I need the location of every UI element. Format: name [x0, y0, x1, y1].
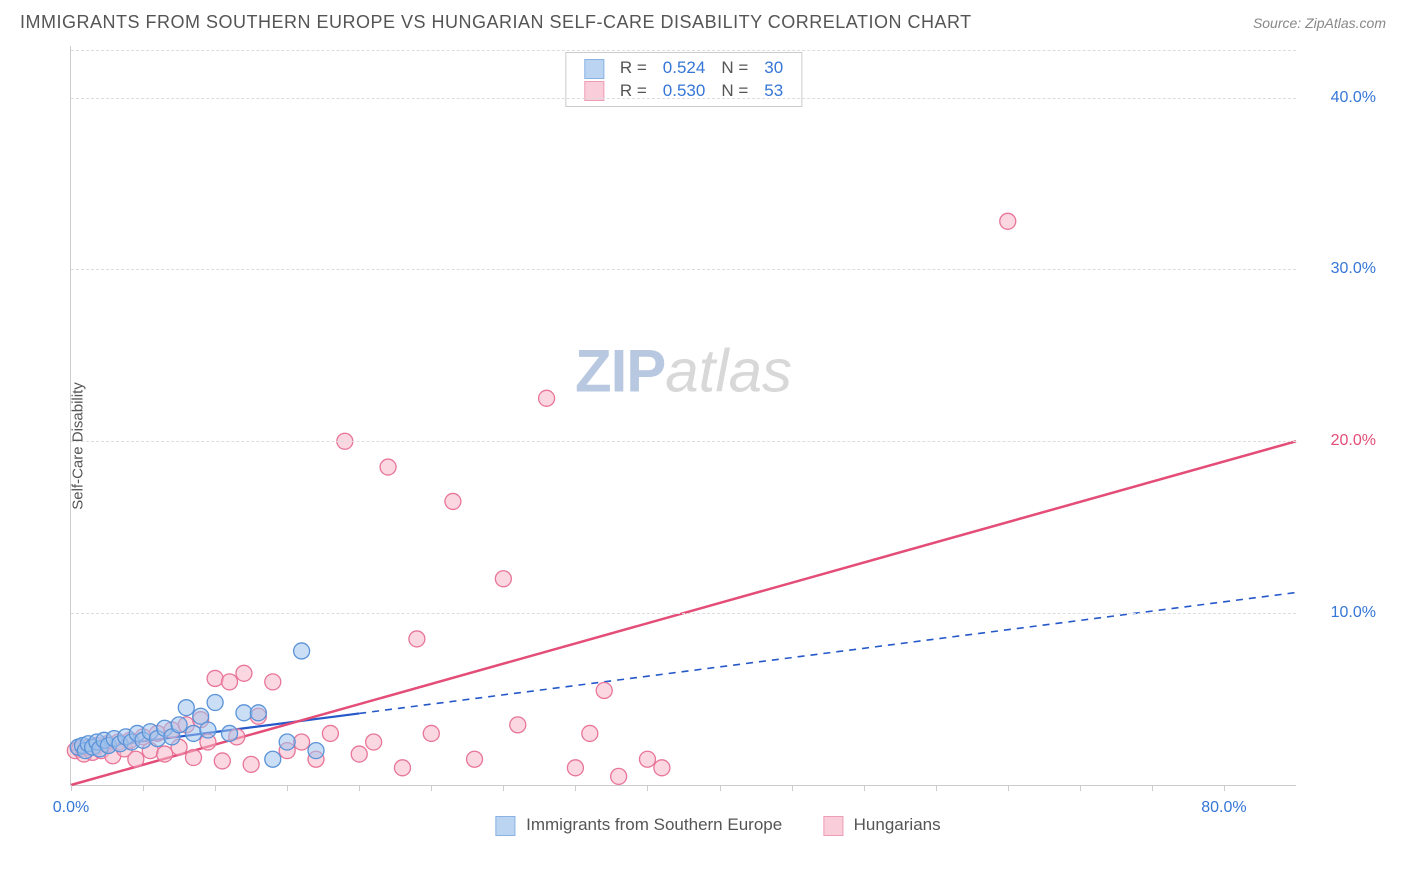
legend-item: Hungarians — [823, 815, 941, 834]
chart-header: IMMIGRANTS FROM SOUTHERN EUROPE VS HUNGA… — [0, 0, 1406, 41]
scatter-point — [495, 571, 511, 587]
scatter-point — [222, 725, 238, 741]
scatter-point — [467, 751, 483, 767]
scatter-point — [171, 717, 187, 733]
gridline-h — [71, 441, 1296, 442]
series-legend: Immigrants from Southern Europe Hungaria… — [477, 815, 958, 836]
x-tick — [864, 785, 865, 791]
x-tick — [287, 785, 288, 791]
x-tick — [647, 785, 648, 791]
scatter-point — [236, 665, 252, 681]
legend-n-label: N = — [713, 80, 756, 103]
legend-n-value: 53 — [756, 80, 791, 103]
scatter-point — [236, 705, 252, 721]
legend-series-name: Hungarians — [854, 815, 941, 834]
correlation-legend: R = 0.524 N = 30 R = 0.530 N = 53 — [565, 52, 802, 107]
scatter-point — [294, 643, 310, 659]
legend-swatch — [495, 816, 515, 836]
scatter-point — [582, 725, 598, 741]
x-tick — [215, 785, 216, 791]
x-tick — [1008, 785, 1009, 791]
scatter-point — [214, 753, 230, 769]
scatter-point — [200, 722, 216, 738]
x-tick — [431, 785, 432, 791]
y-tick-label: 40.0% — [1306, 89, 1376, 107]
scatter-point — [394, 760, 410, 776]
x-tick — [1224, 785, 1225, 791]
legend-n-value: 30 — [756, 57, 791, 80]
x-tick — [143, 785, 144, 791]
scatter-point — [250, 705, 266, 721]
scatter-point — [178, 700, 194, 716]
scatter-point — [654, 760, 670, 776]
scatter-point — [128, 751, 144, 767]
source-name: ZipAtlas.com — [1305, 15, 1386, 31]
gridline-h — [71, 98, 1296, 99]
x-tick — [720, 785, 721, 791]
x-tick — [359, 785, 360, 791]
chart-title: IMMIGRANTS FROM SOUTHERN EUROPE VS HUNGA… — [20, 12, 972, 33]
scatter-point — [222, 674, 238, 690]
scatter-point — [445, 493, 461, 509]
chart-source: Source: ZipAtlas.com — [1253, 15, 1386, 31]
x-tick-label: 0.0% — [53, 799, 89, 817]
x-tick — [71, 785, 72, 791]
source-prefix: Source: — [1253, 15, 1305, 31]
legend-r-label: R = — [612, 57, 655, 80]
scatter-point — [265, 674, 281, 690]
gridline-h — [71, 269, 1296, 270]
x-tick — [1152, 785, 1153, 791]
scatter-point — [639, 751, 655, 767]
x-tick — [575, 785, 576, 791]
x-tick — [936, 785, 937, 791]
scatter-point — [279, 734, 295, 750]
scatter-point — [186, 725, 202, 741]
legend-r-value: 0.524 — [655, 57, 714, 80]
gridline-h — [71, 613, 1296, 614]
scatter-point — [1000, 213, 1016, 229]
scatter-point — [596, 682, 612, 698]
legend-r-value: 0.530 — [655, 80, 714, 103]
scatter-point — [380, 459, 396, 475]
legend-item: Immigrants from Southern Europe — [495, 815, 787, 834]
x-tick-label: 80.0% — [1201, 799, 1246, 817]
legend-series-name: Immigrants from Southern Europe — [526, 815, 782, 834]
x-tick — [792, 785, 793, 791]
y-tick-label: 20.0% — [1306, 432, 1376, 450]
scatter-point — [265, 751, 281, 767]
regression-line-dashed — [359, 593, 1296, 714]
scatter-point — [611, 768, 627, 784]
plot-svg — [71, 46, 1296, 785]
scatter-point — [322, 725, 338, 741]
legend-r-label: R = — [612, 80, 655, 103]
scatter-point — [186, 750, 202, 766]
scatter-point — [308, 743, 324, 759]
scatter-point — [423, 725, 439, 741]
x-tick — [1080, 785, 1081, 791]
scatter-point — [409, 631, 425, 647]
legend-swatch — [584, 59, 604, 79]
legend-swatch — [823, 816, 843, 836]
gridline-h — [71, 50, 1296, 51]
scatter-point — [294, 734, 310, 750]
x-tick — [503, 785, 504, 791]
y-tick-label: 30.0% — [1306, 260, 1376, 278]
scatter-point — [510, 717, 526, 733]
scatter-point — [243, 756, 259, 772]
scatter-point — [157, 746, 173, 762]
chart-area: Self-Care Disability ZIPatlas R = 0.524 … — [50, 46, 1386, 846]
scatter-point — [207, 670, 223, 686]
y-tick-label: 10.0% — [1306, 604, 1376, 622]
scatter-point — [366, 734, 382, 750]
plot-region: ZIPatlas R = 0.524 N = 30 R = 0.530 N = … — [70, 46, 1296, 786]
scatter-point — [351, 746, 367, 762]
scatter-point — [567, 760, 583, 776]
scatter-point — [207, 695, 223, 711]
scatter-point — [539, 390, 555, 406]
legend-n-label: N = — [713, 57, 756, 80]
